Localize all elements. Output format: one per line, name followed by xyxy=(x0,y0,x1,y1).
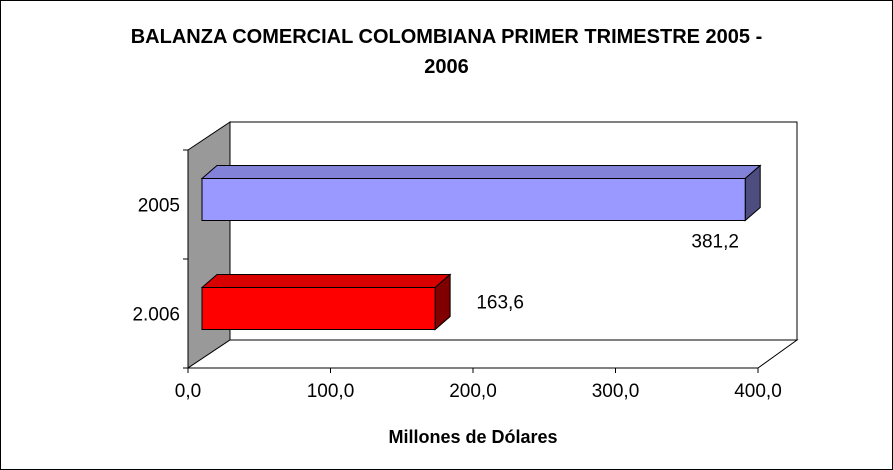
bar xyxy=(201,287,436,330)
chart-title: BALANZA COMERCIAL COLOMBIANA PRIMER TRIM… xyxy=(0,22,893,82)
y-tick-label: 2005 xyxy=(138,196,180,217)
floor xyxy=(186,339,799,369)
x-tick-label: 400,0 xyxy=(734,381,782,402)
value-label: 163,6 xyxy=(476,293,524,314)
bar-top xyxy=(200,165,762,179)
x-tick-label: 300,0 xyxy=(592,381,640,402)
value-label: 381,2 xyxy=(691,232,739,253)
bar xyxy=(201,178,746,221)
chart-title-text: BALANZA COMERCIAL COLOMBIANA PRIMER TRIM… xyxy=(130,26,763,78)
x-axis-title: Millones de Dólares xyxy=(388,427,557,447)
y-tick-label: 2.006 xyxy=(132,305,180,326)
side-wall xyxy=(187,121,231,369)
bar-top xyxy=(200,274,452,288)
x-tick-label: 200,0 xyxy=(449,381,497,402)
x-tick-label: 0,0 xyxy=(175,381,201,402)
x-tick-label: 100,0 xyxy=(307,381,355,402)
